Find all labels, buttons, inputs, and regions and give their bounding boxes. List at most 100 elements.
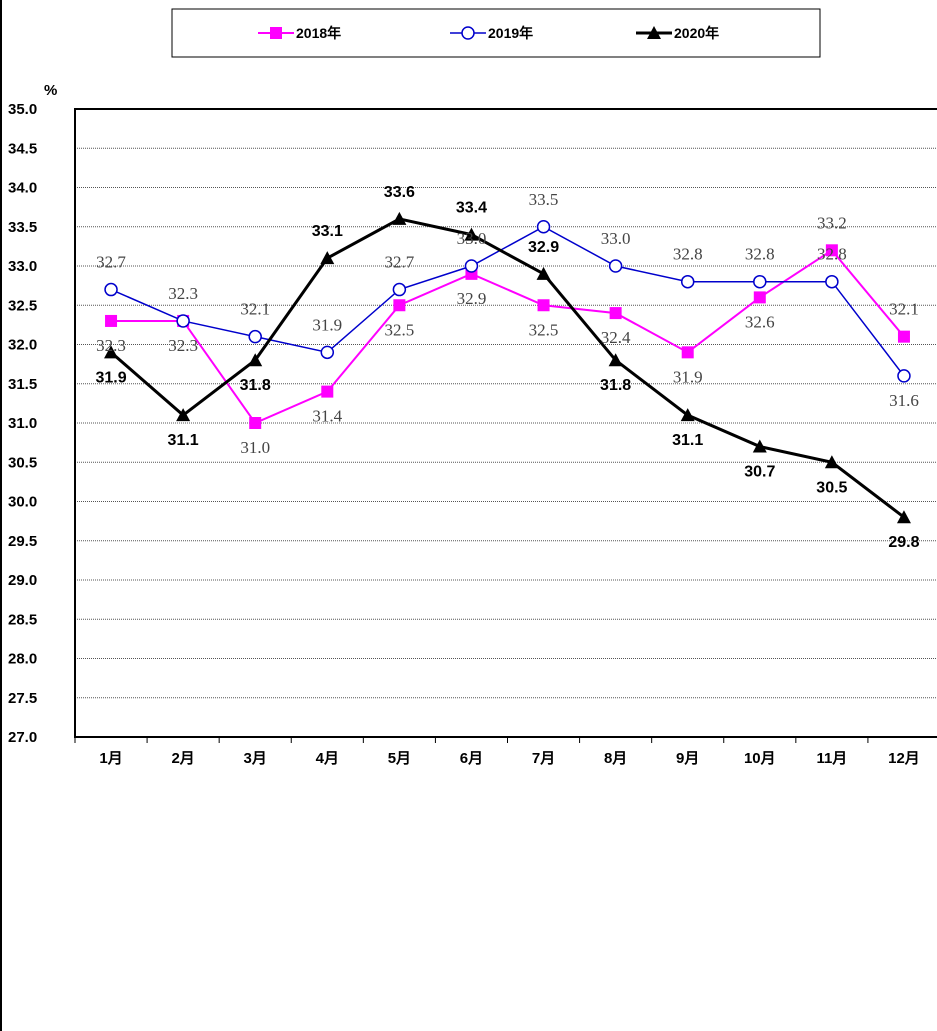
data-point xyxy=(753,291,766,304)
data-label: 32.8 xyxy=(673,245,703,264)
data-label: 31.9 xyxy=(312,315,342,334)
data-point xyxy=(461,26,475,40)
data-point xyxy=(321,385,334,398)
data-point xyxy=(392,211,407,225)
data-point xyxy=(647,26,661,39)
data-point xyxy=(249,417,262,429)
data-label: 33.0 xyxy=(457,229,487,248)
data-label: 32.8 xyxy=(745,245,775,264)
data-label: 33.1 xyxy=(312,223,343,240)
y-tick-label: 33.5 xyxy=(8,219,37,236)
x-tick-label: 6月 xyxy=(460,750,483,767)
data-point xyxy=(608,353,623,367)
data-label: 33.4 xyxy=(456,200,487,217)
data-point xyxy=(536,220,551,234)
data-point xyxy=(537,299,550,312)
y-tick-label: 32.0 xyxy=(8,337,37,354)
data-point xyxy=(680,274,695,289)
data-point xyxy=(320,345,335,360)
x-tick-label: 4月 xyxy=(316,750,339,767)
data-label: 31.1 xyxy=(672,432,703,449)
data-point xyxy=(392,282,407,297)
data-label: 32.5 xyxy=(529,320,559,339)
legend-label: 2020年 xyxy=(674,25,719,41)
data-label: 32.1 xyxy=(889,300,919,319)
y-axis: 27.0 27.5 28.0 28.5 29.0 29.5 30.0 30.5 31.0 31.5… xyxy=(8,101,37,746)
y-tick-label: 27.0 xyxy=(8,729,37,746)
data-point xyxy=(104,282,118,297)
data-label: 32.3 xyxy=(96,336,126,355)
data-point xyxy=(104,345,119,359)
data-label: 32.5 xyxy=(385,320,415,339)
x-tick-label: 7月 xyxy=(532,750,555,767)
legend: 2018年 2019年 2020年 xyxy=(258,25,719,41)
data-point xyxy=(393,299,406,312)
data-label: 32.3 xyxy=(168,284,198,303)
data-label: 32.4 xyxy=(601,328,631,347)
data-point xyxy=(897,369,911,383)
y-tick-label: 28.5 xyxy=(8,611,37,628)
data-label: 33.6 xyxy=(384,184,415,201)
data-label: 32.8 xyxy=(817,245,847,264)
y-tick-label: 33.0 xyxy=(8,258,37,275)
y-axis-unit-label: % xyxy=(44,82,57,99)
y-tick-label: 34.5 xyxy=(8,140,37,157)
data-point xyxy=(464,259,479,273)
data-point xyxy=(752,439,767,453)
data-label: 33.5 xyxy=(529,190,559,209)
data-point xyxy=(609,307,622,320)
data-label: 29.8 xyxy=(888,534,919,551)
data-label: 32.1 xyxy=(240,300,270,319)
data-point xyxy=(176,314,190,328)
data-label: 31.4 xyxy=(312,407,342,426)
data-label: 30.7 xyxy=(744,464,775,481)
data-label: 32.7 xyxy=(96,253,126,272)
data-point xyxy=(681,346,694,359)
data-label: 31.8 xyxy=(240,377,271,394)
y-tick-label: 30.5 xyxy=(8,454,37,471)
data-label: 31.8 xyxy=(600,377,631,394)
series-line xyxy=(110,217,905,519)
data-label: 31.1 xyxy=(168,432,199,449)
x-tick-label: 8月 xyxy=(604,750,627,767)
y-tick-label: 28.0 xyxy=(8,651,37,668)
x-tick-label: 12月 xyxy=(888,750,920,767)
data-label: 31.6 xyxy=(889,391,919,410)
data-point xyxy=(270,27,282,39)
chart-frame-left xyxy=(0,0,2,1031)
data-point xyxy=(824,455,839,469)
x-tick-label: 10月 xyxy=(744,750,776,767)
legend-label: 2018年 xyxy=(296,25,341,41)
data-label: 31.9 xyxy=(95,369,126,386)
x-tick-label: 9月 xyxy=(676,750,699,767)
y-tick-label: 31.0 xyxy=(8,415,37,432)
series-line xyxy=(111,248,905,425)
data-point xyxy=(536,266,551,280)
data-point xyxy=(825,244,838,257)
data-label: 33.0 xyxy=(601,229,631,248)
data-label: 31.9 xyxy=(673,367,703,386)
data-point xyxy=(825,274,839,289)
y-tick-label: 32.5 xyxy=(8,297,37,314)
y-tick-label: 34.0 xyxy=(8,180,37,197)
data-point xyxy=(897,330,910,343)
data-label: 32.6 xyxy=(745,312,775,331)
data-point xyxy=(176,408,191,422)
legend-label: 2019年 xyxy=(488,25,533,41)
x-tick-label: 2月 xyxy=(171,750,194,767)
data-label: 32.3 xyxy=(168,336,198,355)
data-label: 30.5 xyxy=(816,479,847,496)
data-point xyxy=(464,227,479,241)
data-point xyxy=(608,259,623,273)
x-tick-label: 1月 xyxy=(99,750,122,767)
series-line xyxy=(110,225,905,377)
y-tick-label: 27.5 xyxy=(8,690,37,707)
data-point xyxy=(105,314,118,327)
data-label: 33.2 xyxy=(817,213,847,232)
y-tick-label: 35.0 xyxy=(8,101,37,118)
data-label: 31.0 xyxy=(240,438,270,457)
y-tick-label: 29.5 xyxy=(8,533,37,550)
data-labels-layer: 32.3 32.3 31.0 31.4 32.5 32.9 32.5 32.4 31.9 32.6… xyxy=(95,184,919,551)
y-tick-label: 31.5 xyxy=(8,376,37,393)
